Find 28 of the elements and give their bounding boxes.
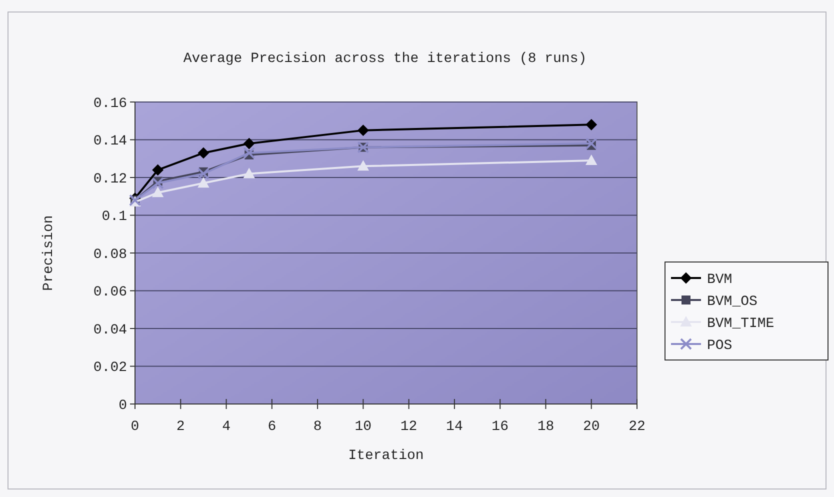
y-tick-label: 0.08 [93,246,127,263]
y-tick-label: 0.12 [93,171,127,188]
x-tick-label: 10 [354,419,372,435]
y-tick-label: 0 [118,398,127,414]
y-tick-label: 0.1 [102,209,127,226]
legend-label: BVM_OS [707,294,758,310]
legend-label: POS [707,338,732,354]
y-tick-label: 0.04 [93,322,127,338]
x-tick-label: 14 [446,419,463,435]
x-tick-label: 0 [130,419,140,435]
x-axis-title: Iteration [348,448,424,464]
x-tick-label: 8 [313,419,322,435]
x-tick-label: 12 [400,419,418,435]
x-tick-label: 2 [176,419,185,435]
y-tick-label: 0.16 [93,96,127,112]
y-tick-label: 0.06 [93,284,127,301]
x-tick-label: 16 [492,419,508,435]
y-axis-title: Precision [41,215,57,291]
x-tick-label: 18 [537,419,554,435]
legend-label: BVM_TIME [707,316,774,332]
y-tick-label: 0.14 [93,134,127,150]
x-tick-label: 6 [268,419,276,435]
y-tick-label: 0.02 [93,360,127,376]
x-tick-label: 22 [628,419,646,435]
legend-label: BVM [707,272,732,288]
x-tick-label: 20 [582,419,600,435]
chart-title: Average Precision across the iterations (8 runs) [183,51,587,67]
x-tick-label: 4 [222,419,230,435]
